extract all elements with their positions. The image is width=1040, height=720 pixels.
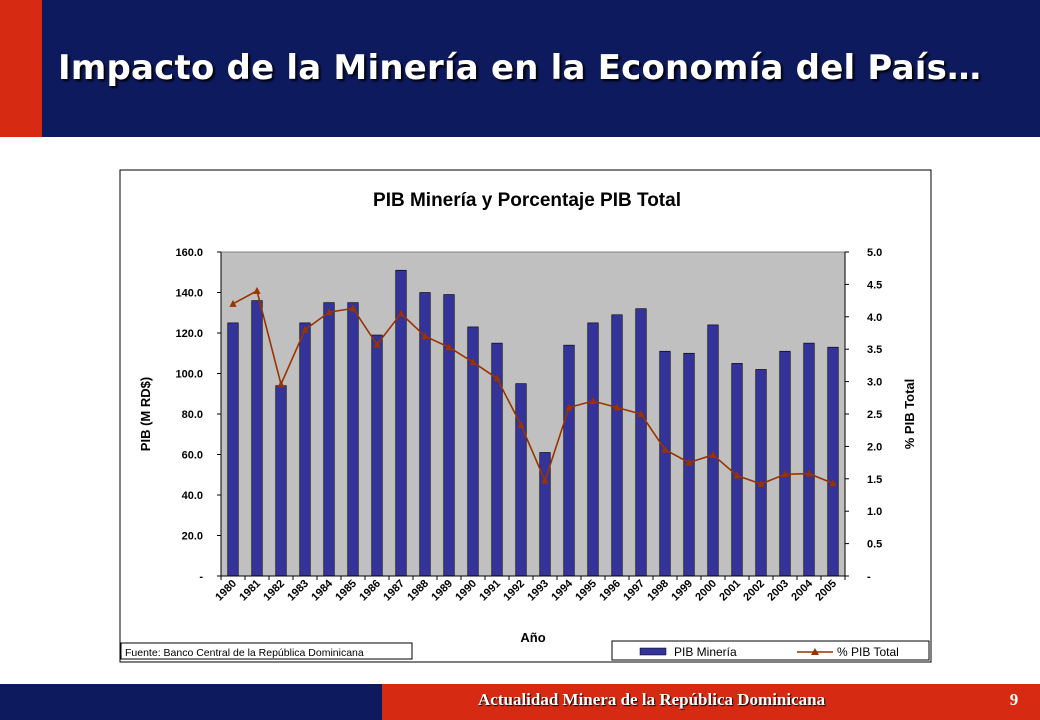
y-tick-label: 20.0 bbox=[182, 531, 203, 543]
y-tick-label: 60.0 bbox=[182, 450, 203, 462]
header-band bbox=[0, 0, 1040, 137]
source-note: Fuente: Banco Central de la República Do… bbox=[125, 647, 364, 659]
bar bbox=[587, 322, 599, 577]
line-point bbox=[565, 403, 573, 411]
legend-box bbox=[611, 640, 930, 661]
line-point bbox=[349, 304, 357, 312]
y-axis-right: - 0.5 1.0 1.5 2.0 2.5 3.0 3.5 4.0 4.5 5.0 bbox=[844, 247, 882, 583]
line-point bbox=[277, 380, 285, 388]
bar bbox=[803, 342, 815, 577]
y-tick-label: - bbox=[199, 571, 203, 583]
y-tick-label: 120.0 bbox=[175, 328, 203, 340]
bar bbox=[827, 346, 839, 577]
bar bbox=[515, 383, 527, 577]
line-point bbox=[229, 299, 237, 307]
y-tick-label: 100.0 bbox=[175, 369, 203, 381]
line-point bbox=[829, 479, 837, 487]
line-point bbox=[733, 471, 741, 479]
chart: PIB Minería y Porcentaje PIB Total - 20.0… bbox=[119, 169, 932, 663]
bar bbox=[731, 363, 743, 577]
y-axis-label: PIB (M RD$) bbox=[138, 377, 153, 451]
bar bbox=[299, 322, 311, 577]
line-point bbox=[613, 403, 621, 411]
footer-band-left bbox=[0, 684, 382, 720]
y2-tick-label: 3.5 bbox=[867, 344, 882, 356]
x-axis-label: Año bbox=[520, 630, 545, 645]
y-tick-label: 40.0 bbox=[182, 490, 203, 502]
line-point bbox=[493, 374, 501, 382]
bar bbox=[443, 294, 455, 577]
legend-bar-swatch bbox=[639, 647, 667, 656]
bar bbox=[707, 324, 719, 577]
legend-label-pct-pib: % PIB Total bbox=[837, 645, 899, 659]
line-point bbox=[637, 410, 645, 417]
bar bbox=[779, 350, 791, 577]
y2-tick-label: 4.5 bbox=[867, 279, 882, 291]
line-point bbox=[517, 421, 525, 429]
bar bbox=[251, 300, 263, 577]
line-point bbox=[709, 450, 717, 458]
line-point bbox=[541, 476, 549, 484]
plot-area bbox=[220, 251, 846, 577]
legend-line-marker bbox=[811, 648, 819, 655]
y2-tick-label: 0.5 bbox=[867, 539, 882, 551]
y-axis-left: - 20.0 40.0 60.0 80.0 100.0 120.0 140.0 160.0 bbox=[175, 247, 222, 583]
y2-tick-label: 2.5 bbox=[867, 409, 882, 421]
legend-label-pib-mineria: PIB Minería bbox=[674, 645, 737, 659]
slide-title: Impacto de la Minería en la Economía del… bbox=[58, 48, 982, 88]
bar bbox=[275, 385, 287, 577]
y2-tick-label: 4.0 bbox=[867, 312, 882, 324]
page-number: 9 bbox=[1009, 690, 1019, 709]
line-point bbox=[589, 397, 597, 405]
line-point bbox=[421, 332, 429, 340]
line-point bbox=[397, 309, 405, 317]
legend: PIB Minería % PIB Total bbox=[611, 640, 930, 661]
y-tick-label: 80.0 bbox=[182, 409, 203, 421]
bar bbox=[323, 302, 335, 577]
y2-tick-label: 3.0 bbox=[867, 377, 882, 389]
bar bbox=[659, 350, 671, 577]
footer-band-right bbox=[382, 684, 1040, 720]
y2-tick-label: 1.5 bbox=[867, 474, 882, 486]
y-tick-label: 160.0 bbox=[175, 247, 203, 259]
bar bbox=[755, 369, 767, 577]
y2-tick-label: - bbox=[867, 571, 871, 583]
line-point bbox=[445, 343, 453, 351]
footer-text: Actualidad Minera de la República Domini… bbox=[478, 690, 826, 709]
series-line bbox=[232, 289, 834, 485]
line-point bbox=[253, 286, 261, 294]
line-point bbox=[469, 358, 477, 366]
line-point bbox=[325, 308, 333, 316]
line-point bbox=[301, 325, 309, 333]
y2-tick-label: 2.0 bbox=[867, 441, 882, 453]
bar bbox=[347, 302, 359, 577]
bar bbox=[611, 314, 623, 577]
chart-title: PIB Minería y Porcentaje PIB Total bbox=[373, 190, 681, 211]
bar bbox=[635, 308, 647, 577]
line-point bbox=[805, 469, 813, 477]
source-box bbox=[120, 642, 413, 660]
y2-axis-label: % PIB Total bbox=[902, 379, 917, 450]
bar bbox=[563, 344, 575, 577]
bar bbox=[227, 322, 239, 577]
y2-tick-label: 1.0 bbox=[867, 506, 882, 518]
header-red-accent bbox=[0, 0, 42, 137]
y-tick-label: 140.0 bbox=[175, 288, 203, 300]
line-point bbox=[373, 340, 381, 348]
line-point bbox=[757, 479, 765, 487]
line-point bbox=[781, 470, 789, 478]
bar bbox=[371, 334, 383, 577]
line-series bbox=[229, 286, 837, 487]
line-point bbox=[661, 445, 669, 453]
y2-tick-label: 5.0 bbox=[867, 247, 882, 259]
line-point bbox=[685, 458, 693, 466]
